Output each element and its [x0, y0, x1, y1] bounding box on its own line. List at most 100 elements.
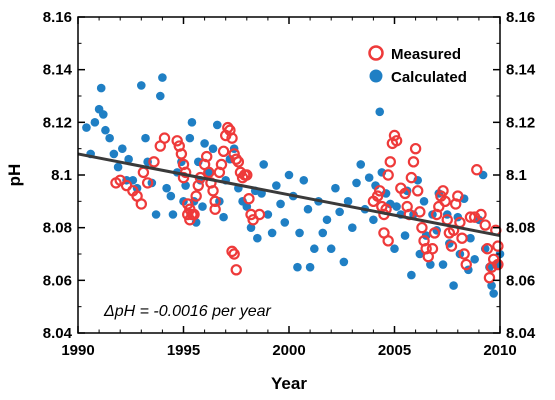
calculated-point	[219, 212, 228, 222]
measured-point	[371, 190, 384, 202]
y-tick-label-right: 8.06	[506, 272, 535, 289]
calculated-point	[96, 83, 106, 93]
measured-point	[475, 208, 487, 221]
calculated-point	[449, 281, 458, 290]
measured-point	[483, 272, 496, 284]
trend-line	[77, 152, 501, 238]
measured-point	[409, 142, 422, 155]
calculated-point	[162, 183, 171, 193]
trend-annotation: ΔpH = -0.0016 per year	[103, 303, 272, 320]
calculated-point	[276, 199, 285, 209]
calculated-point	[466, 233, 475, 243]
calculated-point	[204, 168, 214, 177]
measured-point	[203, 166, 215, 179]
measured-point	[407, 156, 420, 168]
measured-point	[428, 227, 441, 239]
y-tick-label-left: 8.14	[43, 62, 73, 79]
x-axis-title: Year	[271, 374, 307, 393]
measured-point	[426, 243, 439, 255]
y-tick-label-right: 8.16	[506, 9, 535, 26]
calculated-point	[284, 170, 294, 180]
measured-point	[230, 153, 242, 165]
calculated-point	[470, 254, 479, 264]
measured-point	[135, 198, 147, 210]
calculated-point	[339, 257, 349, 267]
calculated-point	[263, 210, 273, 219]
y-tick-label-right: 8.08	[506, 220, 535, 237]
calculated-point	[253, 233, 262, 243]
y-tick-label-left: 8.06	[43, 272, 72, 289]
measured-point	[399, 187, 411, 200]
measured-point	[382, 169, 394, 181]
x-tick-label: 2000	[272, 342, 305, 359]
measured-point	[445, 240, 458, 252]
calculated-point	[200, 139, 209, 148]
calculated-point	[158, 73, 167, 82]
measured-point	[412, 185, 424, 197]
measured-point	[215, 158, 228, 171]
calculated-point	[272, 181, 281, 190]
calculated-point	[118, 144, 127, 153]
calculated-point	[293, 262, 302, 272]
calculated-point	[166, 191, 176, 201]
calculated-point	[212, 120, 222, 130]
trend-layer	[77, 152, 501, 238]
calculated-point	[151, 210, 161, 219]
measured-point	[390, 135, 403, 147]
calculated-point	[295, 228, 304, 238]
calculated-point	[198, 202, 207, 211]
calculated-point	[322, 215, 332, 225]
calculated-point	[242, 202, 252, 211]
x-tick-label: 1990	[61, 342, 94, 359]
measured-point	[182, 198, 194, 210]
y-axis-title: pH	[5, 164, 24, 187]
measured-point	[207, 185, 219, 197]
calculated-point	[305, 262, 315, 272]
y-tick-label-right: 8.12	[506, 114, 535, 131]
calculated-point	[392, 202, 401, 211]
calculated-point	[181, 181, 190, 190]
calculated-point	[331, 183, 340, 193]
calculated-point	[246, 223, 256, 232]
legend-measured-label: Measured	[391, 46, 461, 63]
calculated-point	[280, 218, 290, 227]
calculated-point	[208, 144, 218, 153]
measured-point	[209, 195, 221, 208]
calculated-point	[82, 123, 91, 132]
y-tick-label-left: 8.04	[43, 325, 73, 342]
calculated-point	[489, 289, 498, 298]
measured-point	[201, 150, 213, 163]
measured-point	[226, 245, 238, 258]
calculated-point	[326, 244, 336, 254]
measured-point	[384, 156, 396, 168]
y-tick-label-right: 8.14	[506, 62, 536, 79]
measured-point	[464, 211, 477, 223]
calculated-point	[105, 133, 114, 143]
calculated-point	[155, 91, 165, 101]
calculated-point	[141, 133, 150, 143]
calculated-point	[124, 154, 133, 164]
calculated-point	[352, 178, 361, 188]
measured-point	[468, 211, 481, 223]
measured-point	[437, 185, 449, 197]
x-tick-label: 2005	[378, 342, 411, 359]
calculated-point	[259, 160, 268, 169]
calculated-point	[299, 175, 309, 185]
measured-point	[405, 171, 418, 184]
y-tick-label-left: 8.16	[43, 9, 72, 26]
calculated-point	[185, 133, 195, 143]
measured-point	[414, 206, 426, 218]
measured-point	[158, 132, 171, 144]
measured-point	[388, 129, 401, 142]
calculated-point	[369, 215, 378, 225]
y-tick-label-left: 8.08	[43, 220, 72, 237]
y-tick-label-right: 8.04	[506, 325, 536, 342]
y-tick-label-right: 8.1	[506, 167, 527, 184]
measured-point	[243, 192, 255, 205]
measured-point	[374, 185, 386, 197]
measured-point	[460, 258, 472, 271]
measured-point	[479, 219, 491, 231]
calculated-point	[426, 260, 435, 269]
calculated-point	[348, 223, 357, 232]
